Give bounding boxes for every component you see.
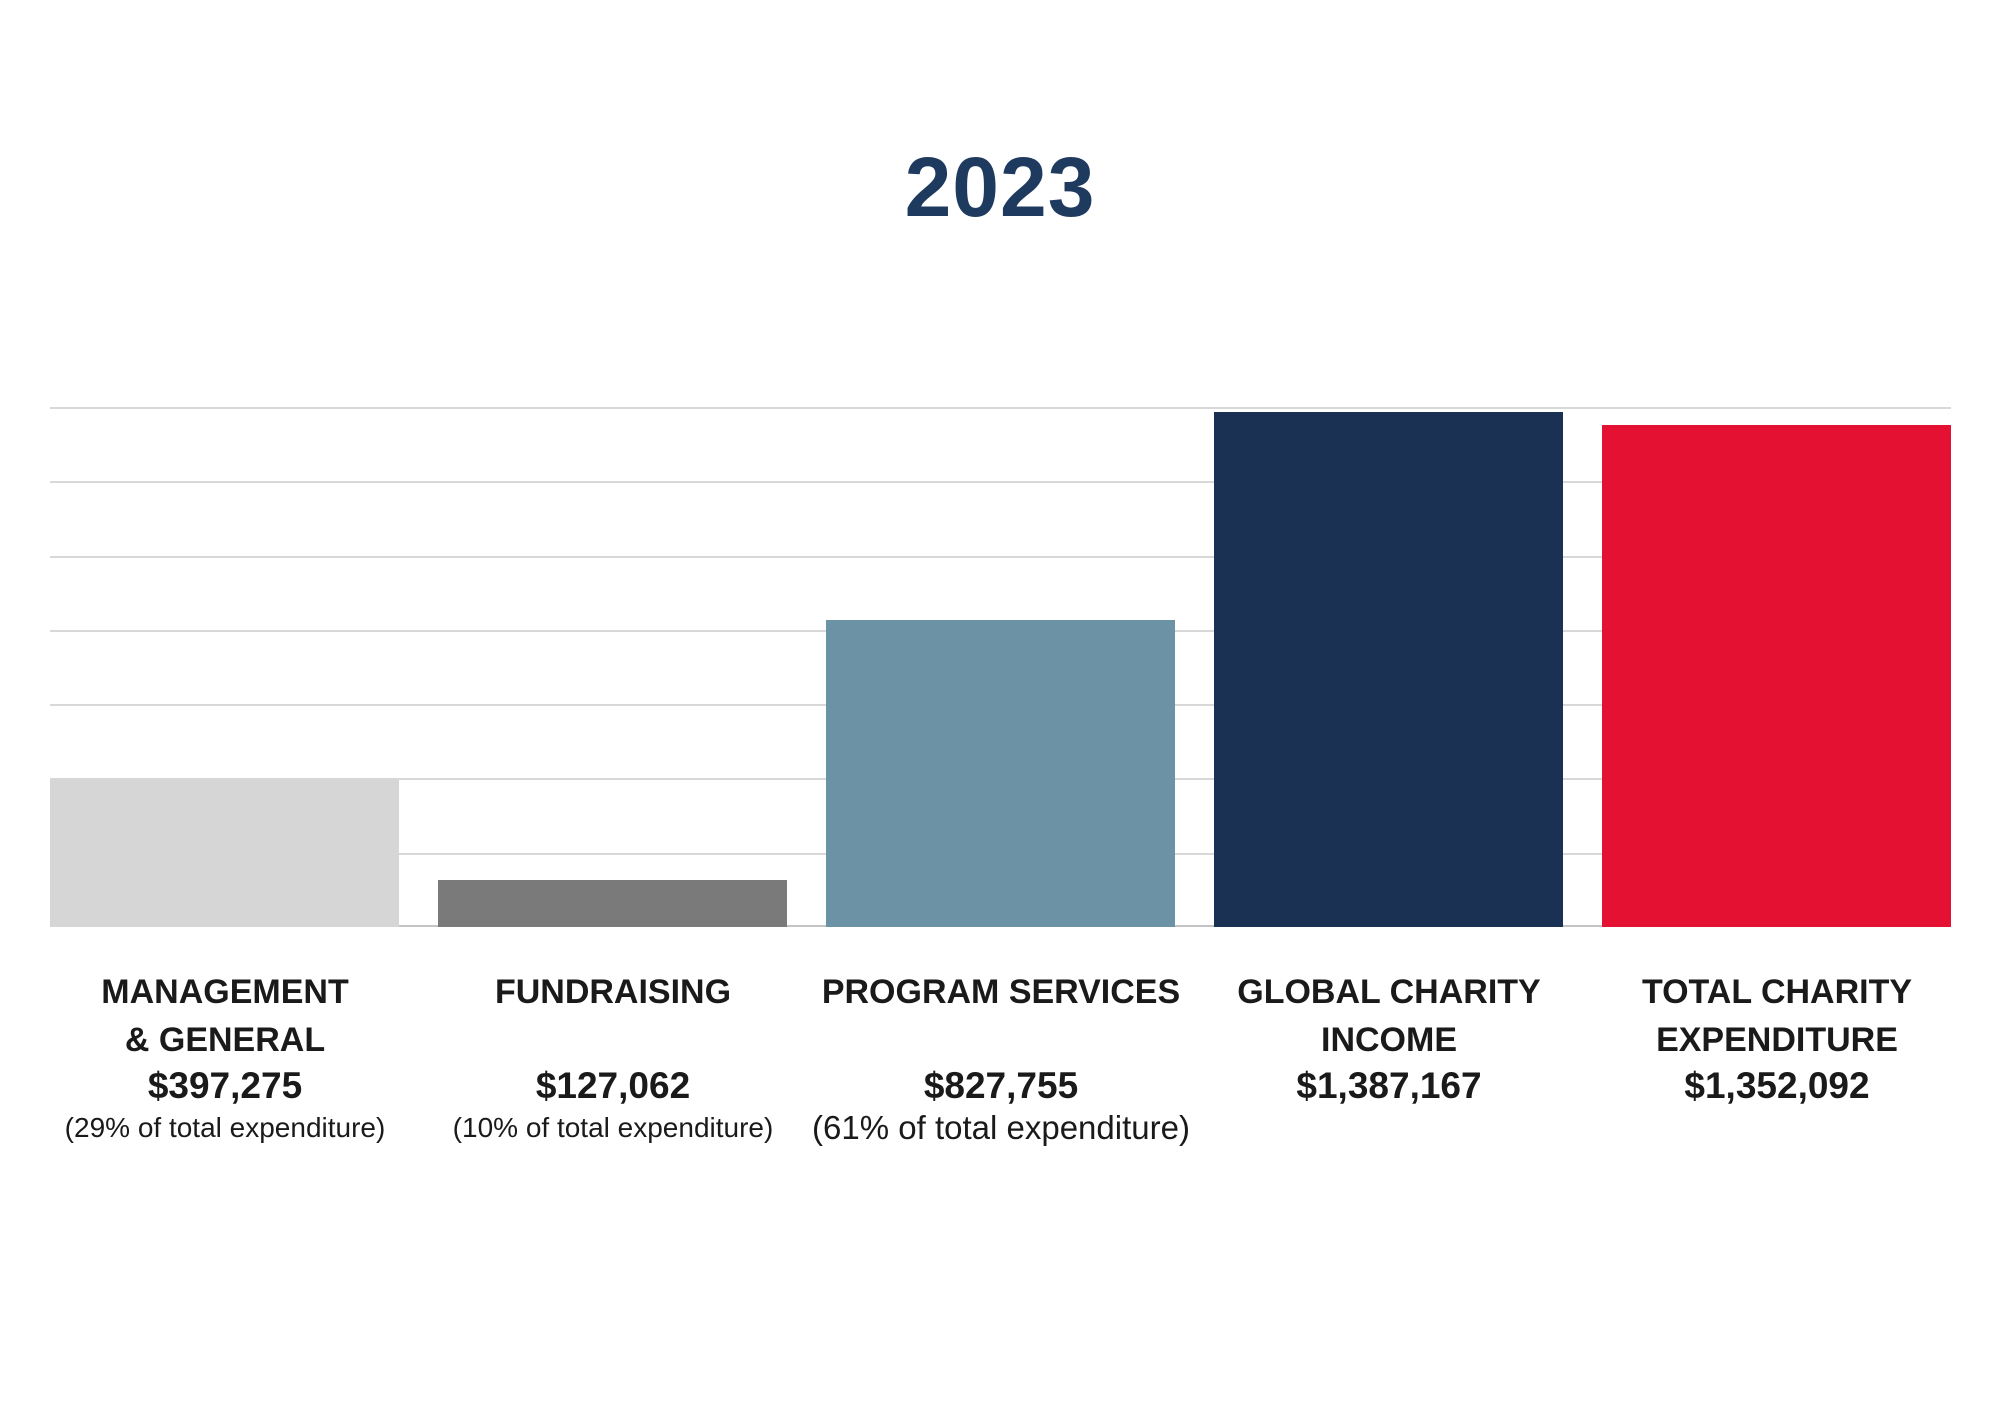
category-amount: $827,755 bbox=[923, 1065, 1079, 1106]
category-percent: (61% of total expenditure) bbox=[812, 1109, 1190, 1146]
bar-management-general bbox=[50, 779, 399, 927]
category-name: TOTAL CHARITY EXPENDITURE bbox=[1641, 973, 1913, 1059]
gridline bbox=[50, 407, 1951, 409]
category-labels: MANAGEMENT & GENERAL $397,275 (29% of tota… bbox=[0, 968, 2000, 1178]
category-name: GLOBAL CHARITY INCOME bbox=[1237, 973, 1541, 1059]
gridline bbox=[50, 556, 1951, 558]
category-amount: $1,352,092 bbox=[1684, 1065, 1870, 1106]
category-label-fundraising: FUNDRAISING $127,062 (10% of total expendi… bbox=[393, 968, 833, 1148]
bar-total-charity-expenditure bbox=[1602, 425, 1951, 927]
category-name: PROGRAM SERVICES bbox=[821, 973, 1181, 1011]
category-amount: $397,275 bbox=[147, 1065, 303, 1106]
category-label-total-charity-expenditure: TOTAL CHARITY EXPENDITURE $1,352,092 bbox=[1557, 968, 1997, 1108]
bar-fundraising bbox=[438, 880, 787, 927]
chart-title: 2023 bbox=[904, 140, 1096, 234]
category-label-management-general: MANAGEMENT & GENERAL $397,275 (29% of tota… bbox=[5, 968, 445, 1148]
gridline bbox=[50, 481, 1951, 483]
category-amount: $127,062 bbox=[535, 1065, 691, 1106]
category-percent: (29% of total expenditure) bbox=[64, 1112, 386, 1143]
bar-program-services bbox=[826, 620, 1175, 927]
category-amount: $1,387,167 bbox=[1296, 1065, 1482, 1106]
category-label-global-charity-income: GLOBAL CHARITY INCOME $1,387,167 bbox=[1169, 968, 1609, 1108]
plot-area bbox=[50, 407, 1951, 927]
bar-global-charity-income bbox=[1214, 412, 1563, 927]
category-percent: (10% of total expenditure) bbox=[452, 1112, 774, 1143]
category-name: FUNDRAISING bbox=[494, 973, 732, 1011]
category-label-program-services: PROGRAM SERVICES $827,755 (61% of total ex… bbox=[781, 968, 1221, 1148]
category-name: MANAGEMENT & GENERAL bbox=[101, 973, 349, 1059]
